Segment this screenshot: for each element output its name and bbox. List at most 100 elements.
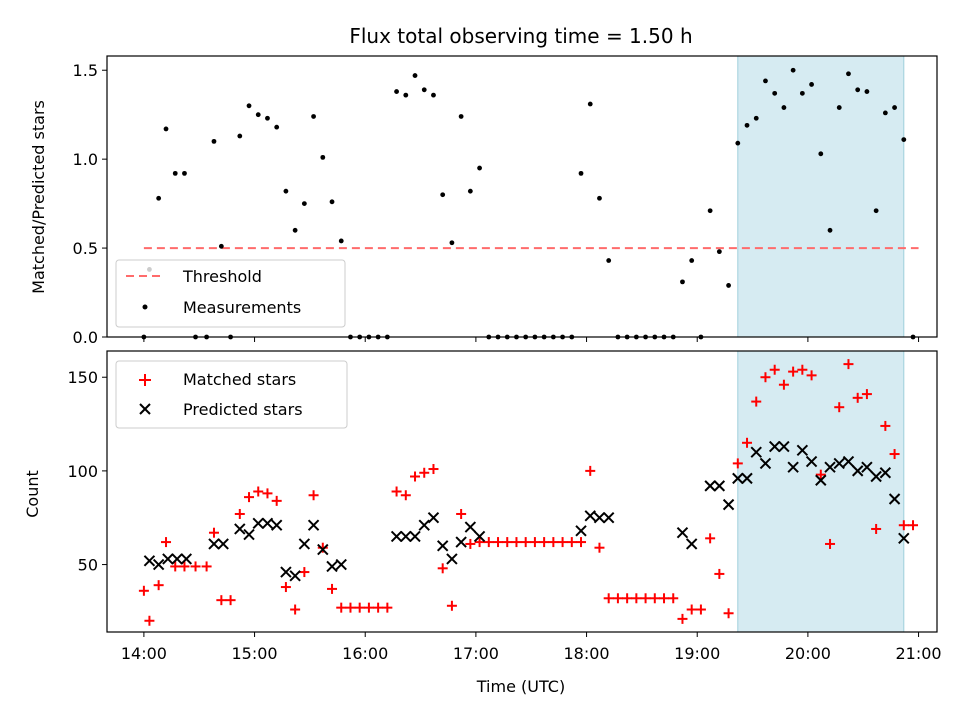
matched-marker-15 <box>271 495 282 506</box>
bottom-ytick-label-1: 100 <box>67 462 98 481</box>
xtick-label-2: 16:00 <box>342 644 388 663</box>
predicted-marker-37 <box>722 498 735 511</box>
measurement-point-71 <box>790 67 796 73</box>
predicted-marker-34 <box>685 538 698 550</box>
matched-marker-73 <box>806 370 817 381</box>
predicted-marker-47 <box>815 474 827 486</box>
matched-marker-29 <box>400 490 411 501</box>
predicted-marker-32 <box>602 512 615 524</box>
legend-measurement-marker <box>142 304 148 310</box>
predicted-marker-26 <box>455 536 467 548</box>
predicted-marker-15 <box>307 519 320 531</box>
predicted-marker-0 <box>143 555 156 567</box>
measurement-point-73 <box>809 82 814 87</box>
measurement-point-14 <box>265 115 270 121</box>
matched-marker-55 <box>640 593 651 604</box>
measurement-point-76 <box>836 105 842 110</box>
predicted-marker-22 <box>418 519 430 531</box>
matched-marker-65 <box>732 458 743 469</box>
measurement-point-77 <box>846 71 851 77</box>
predicted-marker-17 <box>326 560 338 573</box>
matched-marker-22 <box>336 602 347 613</box>
matched-marker-32 <box>428 464 439 475</box>
xtick-label-3: 17:00 <box>453 644 499 663</box>
predicted-marker-46 <box>805 455 818 468</box>
measurement-point-15 <box>274 124 280 130</box>
matched-marker-27 <box>382 602 393 613</box>
measurement-point-68 <box>763 78 768 84</box>
measurement-point-12 <box>246 103 252 109</box>
matched-marker-39 <box>493 537 504 548</box>
measurement-point-13 <box>255 112 261 118</box>
measurement-point-20 <box>320 154 326 160</box>
matched-marker-76 <box>834 402 845 413</box>
measurement-point-51 <box>606 258 612 263</box>
y-axis-ticks-top: 0.0 0.5 1.0 1.5 <box>73 61 107 347</box>
measurement-point-31 <box>421 87 427 93</box>
xtick-label-4: 18:00 <box>564 644 610 663</box>
measurement-point-29 <box>403 92 409 98</box>
measurement-point-81 <box>882 110 888 116</box>
measurement-point-36 <box>467 188 473 194</box>
predicted-marker-35 <box>704 480 716 492</box>
matched-marker-30 <box>410 471 421 482</box>
legend-measurements-label: Measurements <box>183 298 301 317</box>
matched-marker-62 <box>705 533 716 544</box>
matched-marker-28 <box>391 486 402 497</box>
matched-marker-40 <box>502 537 513 548</box>
matched-marker-3 <box>161 537 172 548</box>
predicted-marker-12 <box>280 566 292 578</box>
predicted-marker-2 <box>162 553 174 565</box>
matched-star-markers <box>138 359 919 626</box>
matched-marker-67 <box>751 396 762 407</box>
measurement-point-8 <box>211 138 217 144</box>
matched-marker-75 <box>825 538 836 549</box>
matched-marker-20 <box>317 542 328 553</box>
predicted-marker-4 <box>180 553 193 565</box>
matched-marker-57 <box>659 593 670 604</box>
y-axis-label-top: Matched/Predicted stars <box>29 100 48 294</box>
matched-marker-6 <box>190 561 201 572</box>
matched-marker-0 <box>138 585 149 596</box>
matched-marker-49 <box>585 465 596 476</box>
xtick-label-1: 15:00 <box>232 644 278 663</box>
matched-marker-68 <box>760 372 771 383</box>
matched-marker-4 <box>170 561 181 572</box>
bottom-ytick-label-2: 150 <box>67 368 98 387</box>
matched-marker-18 <box>299 567 310 578</box>
matched-marker-24 <box>354 602 365 613</box>
predicted-marker-6 <box>217 538 229 550</box>
measurement-point-35 <box>458 114 464 119</box>
predicted-star-markers <box>143 440 910 582</box>
matched-marker-60 <box>686 604 697 615</box>
xtick-label-5: 19:00 <box>674 644 720 663</box>
predicted-marker-42 <box>768 440 781 453</box>
predicted-marker-48 <box>824 461 836 473</box>
measurement-point-2 <box>156 195 162 201</box>
predicted-marker-45 <box>796 444 809 456</box>
predicted-marker-3 <box>171 553 183 565</box>
xtick-label-0: 14:00 <box>121 644 167 663</box>
predicted-marker-53 <box>870 470 882 483</box>
measurement-point-30 <box>412 73 418 78</box>
measurement-point-18 <box>301 201 307 207</box>
predicted-marker-55 <box>888 493 901 505</box>
predicted-marker-9 <box>252 517 264 530</box>
predicted-marker-20 <box>400 530 412 543</box>
predicted-marker-21 <box>409 530 421 543</box>
panel-counts: 50 100 150 14:00 15:00 16:00 17:00 18:00 19:00 2… <box>23 350 942 696</box>
predicted-marker-11 <box>270 519 283 531</box>
measurement-point-78 <box>855 87 861 93</box>
matched-marker-48 <box>576 537 587 548</box>
legend-bottom: Matched stars Predicted stars <box>115 360 348 429</box>
measurement-point-75 <box>827 227 833 233</box>
matched-marker-42 <box>520 537 531 548</box>
predicted-marker-43 <box>778 440 790 453</box>
predicted-marker-40 <box>750 446 762 458</box>
matched-marker-83 <box>898 520 909 531</box>
predicted-marker-1 <box>152 558 165 571</box>
matched-marker-70 <box>778 379 789 390</box>
matched-marker-17 <box>290 604 301 615</box>
measurement-point-49 <box>587 101 593 107</box>
